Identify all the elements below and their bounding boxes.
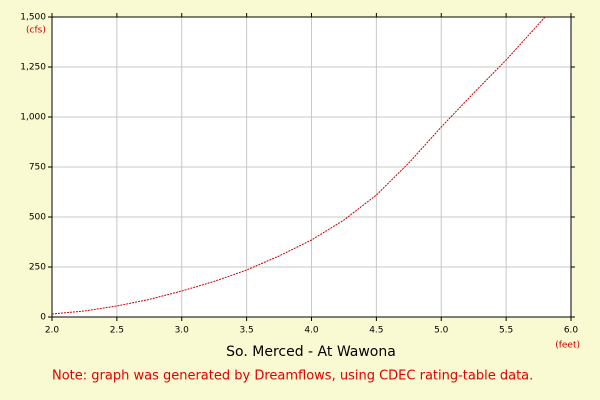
x-tick-label: 3.5 xyxy=(239,326,253,336)
x-unit: (feet) xyxy=(555,341,580,351)
chart-title: So. Merced - At Wawona xyxy=(226,344,396,360)
plot-border xyxy=(51,16,572,318)
y-tick-label: 1,500 xyxy=(20,13,46,23)
x-tick-label: 4.5 xyxy=(369,326,383,336)
data-line xyxy=(51,16,546,315)
x-tick-label: 2.0 xyxy=(45,326,60,336)
x-tick-label: 4.0 xyxy=(304,326,319,336)
x-tick-label: 5.0 xyxy=(434,326,449,336)
x-tick-label: 2.5 xyxy=(110,326,124,336)
y-tick-label: 1,000 xyxy=(20,113,46,123)
y-tick-label: 750 xyxy=(29,163,46,173)
y-tick-label: 0 xyxy=(40,313,46,323)
x-tick-label: 3.0 xyxy=(175,326,190,336)
y-unit: (cfs) xyxy=(26,26,46,36)
y-tick-label: 1,250 xyxy=(20,63,46,73)
x-tick-label: 6.0 xyxy=(564,326,579,336)
y-tick-label: 250 xyxy=(29,263,46,273)
y-tick-label: 500 xyxy=(29,213,46,223)
x-tick-label: 5.5 xyxy=(499,326,513,336)
note: Note: graph was generated by Dreamflows,… xyxy=(52,369,533,384)
